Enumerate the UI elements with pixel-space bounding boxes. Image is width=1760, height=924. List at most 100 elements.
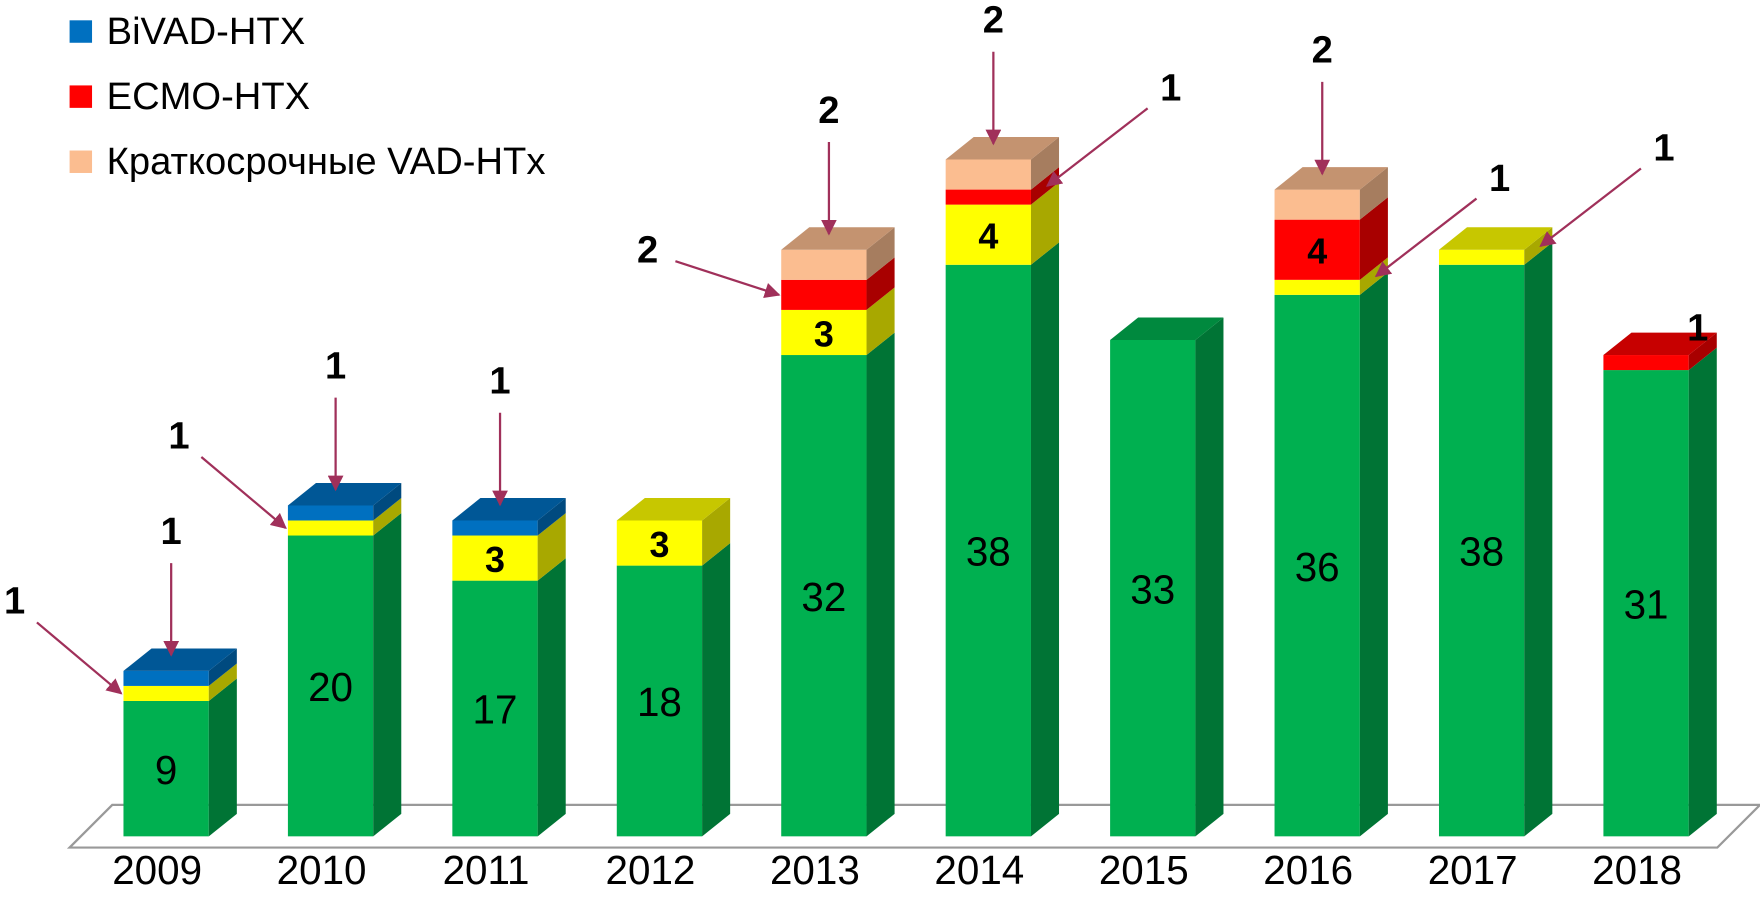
bar-side xyxy=(208,663,237,701)
bar-segment xyxy=(945,182,1060,265)
bar-side xyxy=(1030,242,1060,837)
bar-segment xyxy=(452,498,566,536)
bar-side xyxy=(537,513,566,581)
bar-front xyxy=(123,700,209,837)
value-label: 1 xyxy=(4,580,25,623)
bar-segment xyxy=(452,513,566,581)
bar-side xyxy=(373,513,402,837)
bar-segment xyxy=(1438,242,1553,837)
bar-side xyxy=(537,498,566,536)
value-label: 38 xyxy=(966,529,1011,575)
bar-top xyxy=(1603,332,1717,356)
bar-front xyxy=(287,520,374,536)
bar-segment xyxy=(287,513,402,837)
bar-side xyxy=(1030,182,1060,265)
bar-side xyxy=(702,543,731,837)
bar-front xyxy=(452,520,538,536)
bar-side xyxy=(1030,137,1060,190)
bar-front xyxy=(781,279,867,310)
bar-top xyxy=(452,498,566,521)
bar-front xyxy=(945,204,1031,265)
legend-swatch xyxy=(69,20,93,43)
value-label: 4 xyxy=(1307,231,1327,272)
bar-side xyxy=(1688,347,1717,837)
value-label: 1 xyxy=(1160,67,1181,110)
bar-front xyxy=(1603,355,1689,371)
bar-front xyxy=(287,535,374,837)
bar-side xyxy=(866,257,895,310)
bar-side xyxy=(866,287,895,356)
x-tick-label: 2013 xyxy=(770,847,860,893)
annotation-arrow xyxy=(36,621,123,695)
bar-top xyxy=(1274,167,1388,190)
bar-side xyxy=(208,648,237,686)
bar-side xyxy=(373,482,402,521)
bar-side xyxy=(1688,332,1717,371)
bar-side xyxy=(537,558,566,837)
bar-top xyxy=(781,227,895,250)
bar-segment xyxy=(287,498,402,536)
bar-front xyxy=(781,249,867,280)
bar-front xyxy=(945,264,1031,837)
value-label: 3 xyxy=(485,539,505,580)
bar-side xyxy=(866,332,895,837)
bar-segment xyxy=(781,332,895,837)
value-label: 33 xyxy=(1130,566,1175,612)
bar-segment xyxy=(781,257,895,310)
annotation-arrow xyxy=(1374,197,1478,278)
bar-front xyxy=(1438,264,1525,837)
x-tick-label: 2014 xyxy=(934,847,1024,893)
legend-swatch xyxy=(69,150,93,173)
bar-front xyxy=(452,535,538,581)
value-label: 1 xyxy=(1653,127,1674,170)
value-label: 1 xyxy=(168,414,189,457)
bar-front xyxy=(1603,370,1689,837)
value-label: 31 xyxy=(1624,581,1669,627)
annotation-arrow xyxy=(1539,167,1642,248)
bar-side xyxy=(1524,242,1553,837)
bar-segment xyxy=(452,558,566,837)
x-tick-label: 2017 xyxy=(1428,847,1518,893)
value-label: 3 xyxy=(649,524,669,565)
annotation-arrow xyxy=(1046,107,1149,187)
bar-side xyxy=(702,498,731,566)
x-tick-label: 2018 xyxy=(1592,847,1682,893)
bar-side xyxy=(208,678,237,837)
x-tick-label: 2012 xyxy=(606,847,696,893)
bar-side xyxy=(866,227,895,280)
bar-front xyxy=(1110,339,1196,837)
bar-side xyxy=(1195,317,1224,837)
bar-front xyxy=(123,685,209,701)
bar-front xyxy=(1438,249,1525,265)
bar-front xyxy=(1274,189,1360,220)
x-tick-label: 2015 xyxy=(1099,847,1189,893)
bar-top xyxy=(616,498,731,521)
bar-top xyxy=(123,648,237,671)
bar-segment xyxy=(1274,167,1388,220)
value-label: 3 xyxy=(814,313,834,354)
value-label: 32 xyxy=(801,574,846,620)
bar-segment xyxy=(1438,227,1553,265)
legend-swatch xyxy=(69,85,93,108)
bar-segment xyxy=(781,287,895,356)
bar-front xyxy=(781,355,867,837)
bar-side xyxy=(1359,197,1388,280)
annotation-arrow xyxy=(675,260,781,298)
value-label: 20 xyxy=(308,664,353,710)
bar-segment xyxy=(123,678,237,837)
value-label: 38 xyxy=(1459,529,1504,575)
bar-top xyxy=(1110,317,1224,340)
value-label: 2 xyxy=(637,228,658,271)
x-tick-label: 2016 xyxy=(1263,847,1353,893)
bar-top xyxy=(945,137,1060,160)
value-label: 2 xyxy=(1312,29,1333,72)
value-label: 1 xyxy=(1489,157,1510,200)
bar-side xyxy=(1359,167,1388,220)
bar-segment xyxy=(1603,332,1717,371)
bar-segment xyxy=(1603,347,1717,837)
value-label: 1 xyxy=(1687,306,1708,349)
bar-front xyxy=(1274,294,1360,837)
legend-label: Краткосрочные VAD-HTx xyxy=(107,140,546,183)
bar-segment xyxy=(1274,197,1388,280)
